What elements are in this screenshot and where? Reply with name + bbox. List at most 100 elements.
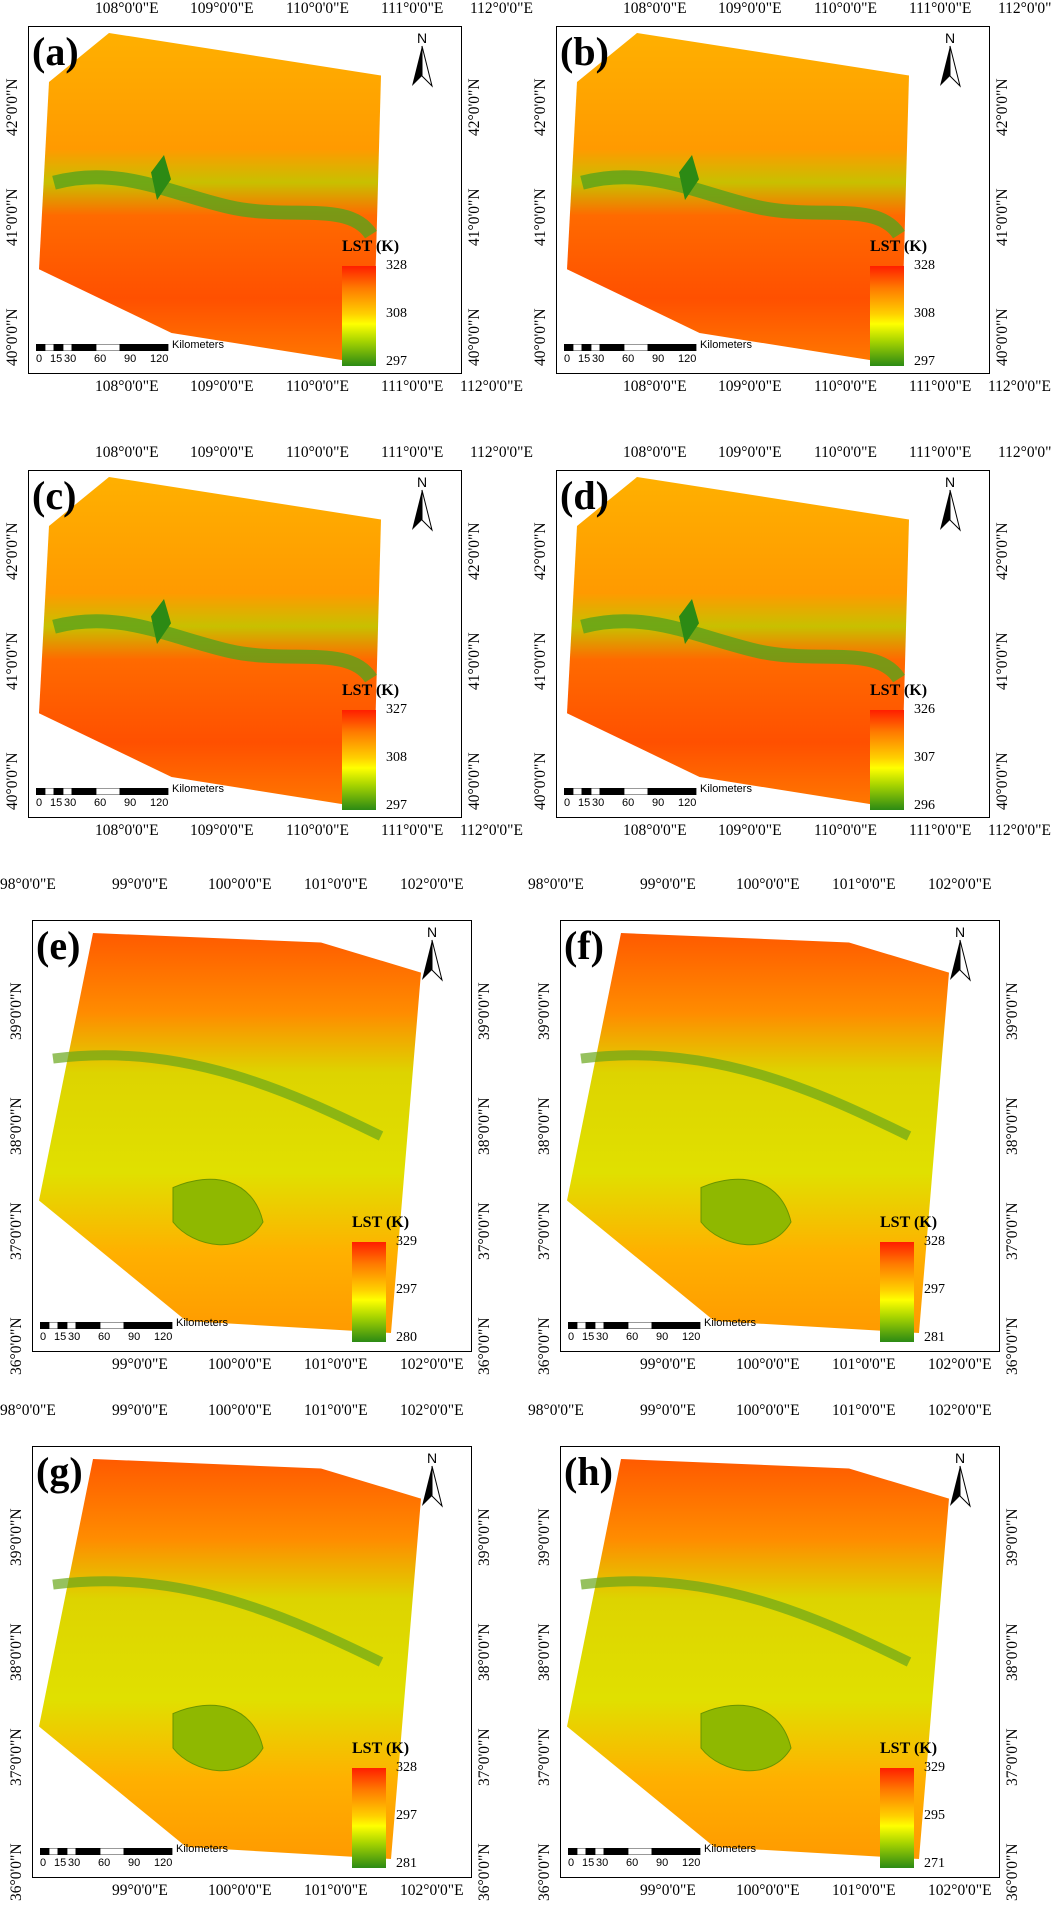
legend-color-ramp <box>870 710 904 810</box>
lake <box>151 599 171 644</box>
latitude-label: 39°0'0"N <box>536 982 553 1040</box>
scale-tick-label: 30 <box>68 1331 81 1343</box>
longitude-label: 99°0'0"E <box>112 1356 168 1373</box>
north-label: N <box>954 924 966 940</box>
scale-bar <box>40 1848 180 1855</box>
scale-tick-label: 90 <box>656 1331 669 1343</box>
scale-unit-label: Kilometers <box>176 1843 228 1855</box>
lake <box>679 599 699 644</box>
longitude-label: 100°0'0"E <box>736 876 800 893</box>
longitude-label: 98°0'0"E <box>0 876 56 893</box>
panel-label: (a) <box>32 29 79 74</box>
lst-raster <box>567 477 909 809</box>
scale-tick-label: 30 <box>592 797 605 809</box>
longitude-label: 108°0'0"E <box>623 822 687 839</box>
longitude-label: 108°0'0"E <box>623 378 687 395</box>
map-frame <box>560 1446 1000 1878</box>
map-frame <box>28 26 462 374</box>
scale-bar <box>568 1848 708 1855</box>
longitude-label: 102°0'0"E <box>400 1402 464 1419</box>
latitude-label: 39°0'0"N <box>8 982 25 1040</box>
scale-tick-label: 120 <box>150 353 169 365</box>
scale-tick-label: 90 <box>124 353 137 365</box>
lake <box>700 1178 792 1246</box>
lake <box>172 1704 264 1772</box>
longitude-label: 102°0'0"E <box>928 876 992 893</box>
north-arrow: N <box>408 30 436 90</box>
legend-min: 271 <box>924 1856 945 1871</box>
lake <box>679 155 699 200</box>
legend-title: LST (K) <box>352 1214 410 1231</box>
latitude-label: 40°0'0"N <box>532 308 549 366</box>
scale-tick-label: 0 <box>36 797 43 809</box>
latitude-label: 36°0'0"N <box>476 1843 493 1901</box>
scale-unit-label: Kilometers <box>172 339 224 351</box>
latitude-label: 37°0'0"N <box>536 1728 553 1786</box>
lst-raster <box>39 477 381 809</box>
longitude-label: 109°0'0"E <box>190 444 254 461</box>
river-zone <box>580 170 905 239</box>
longitude-label: 100°0'0"E <box>208 876 272 893</box>
scale-bar <box>36 344 176 351</box>
map-panel: 108°0'0"E 109°0'0"E 110°0'0"E 111°0'0"E 112°… <box>528 444 1051 884</box>
north-label: N <box>416 474 428 490</box>
latitude-label: 38°0'0"N <box>536 1623 553 1681</box>
longitude-label: 100°0'0"E <box>208 1356 272 1373</box>
longitude-label: 108°0'0"E <box>623 444 687 461</box>
latitude-label: 39°0'0"N <box>476 982 493 1040</box>
longitude-label: 110°0'0"E <box>286 822 349 839</box>
map-frame <box>32 1446 472 1878</box>
longitude-label: 101°0'0"E <box>832 876 896 893</box>
north-label: N <box>944 30 956 46</box>
scale-tick-label: 60 <box>626 1331 639 1343</box>
north-arrow-icon <box>412 45 433 88</box>
longitude-label: 101°0'0"E <box>304 1882 368 1899</box>
north-arrow: N <box>418 924 446 984</box>
scale-bar <box>40 1322 180 1329</box>
latitude-label: 37°0'0"N <box>476 1202 493 1260</box>
north-arrow: N <box>946 1450 974 1510</box>
lst-raster <box>567 33 909 365</box>
longitude-label: 101°0'0"E <box>832 1356 896 1373</box>
map-frame <box>556 26 990 374</box>
longitude-label: 111°0'0"E <box>381 822 444 839</box>
legend-max: 328 <box>386 258 407 273</box>
longitude-label: 108°0'0"E <box>623 0 687 17</box>
scale-tick-label: 0 <box>564 353 571 365</box>
longitude-label: 109°0'0"E <box>190 822 254 839</box>
longitude-label: 99°0'0"E <box>112 1882 168 1899</box>
legend-max: 327 <box>386 702 407 717</box>
latitude-label: 42°0'0"N <box>994 522 1011 580</box>
longitude-label: 111°0'0"E <box>909 378 972 395</box>
north-label: N <box>416 30 428 46</box>
longitude-label: 108°0'0"E <box>95 822 159 839</box>
map-panel: 98°0'0"E 99°0'0"E 100°0'0"E 101°0'0"E 102°0'… <box>528 1402 1051 1926</box>
legend-title: LST (K) <box>870 238 928 255</box>
map-frame <box>556 470 990 818</box>
latitude-label: 41°0'0"N <box>466 632 483 690</box>
longitude-label: 109°0'0"E <box>190 0 254 17</box>
legend-title: LST (K) <box>880 1740 938 1757</box>
longitude-label: 112°0'0"E <box>998 444 1051 461</box>
longitude-label: 99°0'0"E <box>640 876 696 893</box>
longitude-label: 101°0'0"E <box>304 876 368 893</box>
latitude-label: 37°0'0"N <box>536 1202 553 1260</box>
latitude-label: 38°0'0"N <box>476 1623 493 1681</box>
scale-tick-label: 30 <box>68 1857 81 1869</box>
legend-max: 328 <box>396 1760 417 1775</box>
longitude-label: 99°0'0"E <box>640 1356 696 1373</box>
north-arrow: N <box>408 474 436 534</box>
longitude-label: 112°0'0"E <box>988 378 1051 395</box>
scale-tick-label: 90 <box>128 1857 141 1869</box>
latitude-label: 41°0'0"N <box>466 188 483 246</box>
longitude-label: 112°0'0"E <box>460 822 523 839</box>
lst-raster <box>39 33 381 365</box>
legend-color-ramp <box>352 1768 386 1868</box>
legend-max: 329 <box>924 1760 945 1775</box>
longitude-label: 109°0'0"E <box>718 444 782 461</box>
scale-bar <box>564 788 704 795</box>
latitude-label: 41°0'0"N <box>532 188 549 246</box>
longitude-label: 101°0'0"E <box>304 1402 368 1419</box>
scale-tick-label: 15 <box>50 797 63 809</box>
